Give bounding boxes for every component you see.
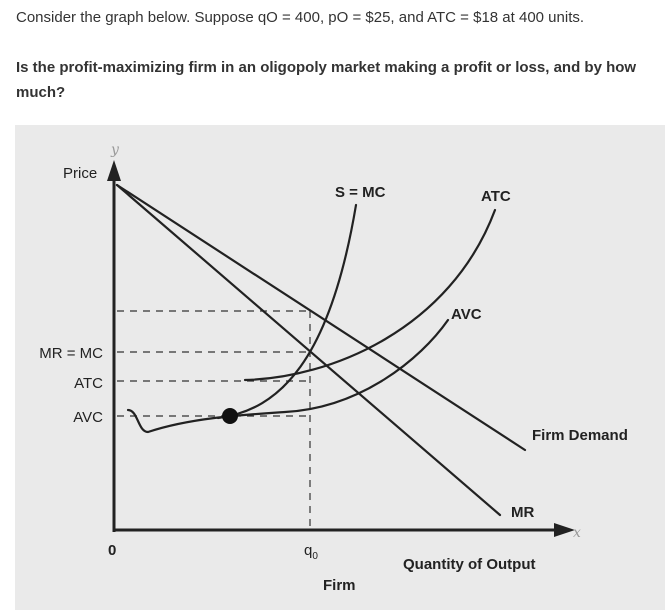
graph-panel: y x Price 0 MR = MC ATC AVC q0 S = MC AT…: [15, 125, 665, 610]
price-label: Price: [63, 165, 97, 182]
mr-curve: [115, 183, 502, 517]
oligopoly-graph: y x Price 0 MR = MC ATC AVC q0 S = MC AT…: [39, 142, 628, 594]
avc-minimum-point: [222, 408, 238, 424]
mr-curve-label: MR: [511, 504, 534, 521]
question-intro: Consider the graph below. Suppose qO = 4…: [16, 9, 585, 26]
atc-curve-label: ATC: [481, 188, 511, 205]
avc-curve-label: AVC: [451, 306, 482, 323]
demand-curve-label: Firm Demand: [532, 427, 628, 444]
x-axis-arrowhead: [554, 523, 575, 537]
y-axis-letter: y: [110, 142, 120, 158]
q0-label: q0: [304, 542, 318, 562]
y-axis-arrowhead: [107, 160, 121, 181]
y-tick-mr-mc: MR = MC: [39, 345, 103, 362]
y-tick-avc: AVC: [73, 409, 103, 426]
graph-caption: Firm: [323, 577, 356, 594]
avc-curve: [126, 318, 450, 434]
x-axis-label: Quantity of Output: [403, 556, 535, 573]
firm-demand-curve: [115, 183, 527, 452]
origin-label: 0: [108, 542, 116, 559]
x-axis-letter: x: [573, 525, 581, 541]
atc-curve: [243, 208, 497, 382]
mc-curve-label: S = MC: [335, 184, 386, 201]
question-prompt: Is the profit-maximizing firm in an olig…: [16, 59, 637, 101]
mc-curve: [216, 203, 358, 420]
y-tick-atc: ATC: [74, 375, 103, 392]
